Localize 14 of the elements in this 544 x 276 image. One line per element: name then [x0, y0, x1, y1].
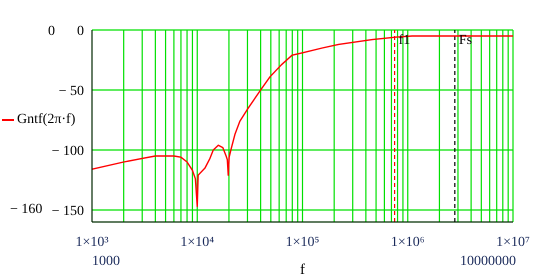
legend-label: Gntf(2π·f) — [17, 112, 76, 128]
x-tick-label: 1×10⁷ — [496, 234, 530, 250]
text: 10000000 — [460, 254, 516, 270]
y-tick-label: − 50 — [58, 84, 84, 99]
y-tick-label: − 150 — [52, 204, 84, 219]
y-tick-label: 0 — [77, 24, 84, 39]
x-tick-label: 1×10⁴ — [180, 234, 214, 250]
x-tick-label: 1×10⁶ — [390, 234, 425, 250]
x-axis-title: f — [300, 262, 305, 276]
x-tick-label: 1×10³ — [75, 234, 109, 250]
text: − 160 — [10, 202, 42, 218]
y-tick-label: − 100 — [52, 144, 84, 159]
text: 1000 — [92, 254, 120, 270]
x-tick-label: 1×10⁵ — [286, 234, 320, 250]
